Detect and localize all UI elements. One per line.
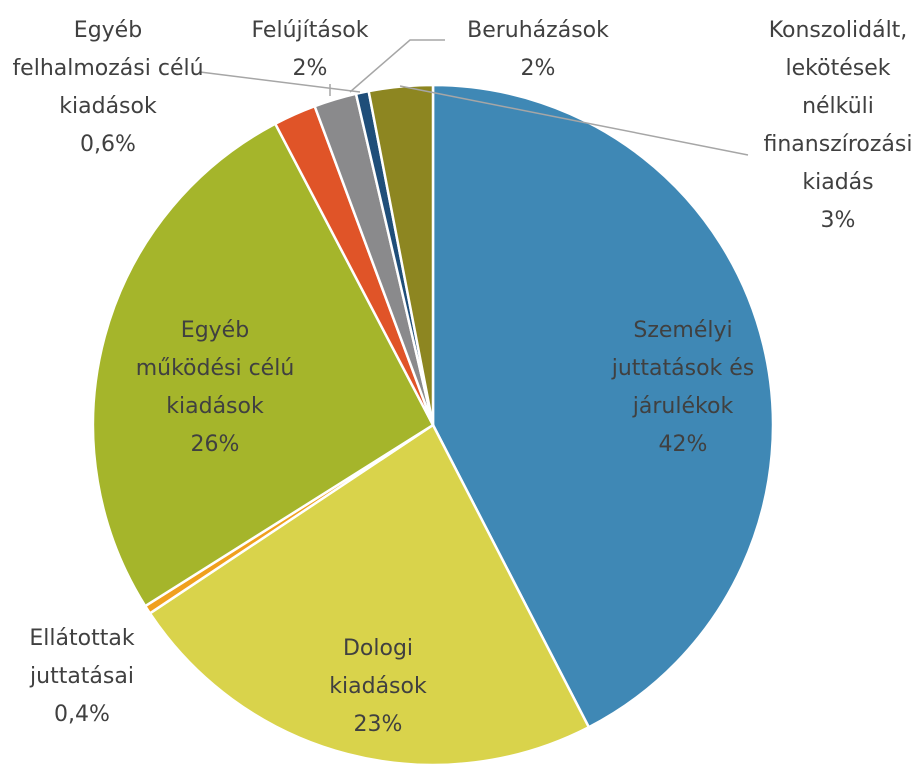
pie-slice bbox=[91, 122, 435, 608]
slice-label: Ellátottak juttatásai 0,4% bbox=[7, 620, 157, 734]
value-label: 2% bbox=[292, 56, 328, 81]
leader-line bbox=[349, 39, 445, 93]
value-label: 42% bbox=[658, 432, 708, 457]
category-label: Egyéb felhalmozási célú kiadások bbox=[12, 18, 204, 119]
category-label: Személyi juttatások és járulékok bbox=[611, 318, 755, 419]
value-label: 0,4% bbox=[54, 702, 110, 727]
slice-label: Dologi kiadások 23% bbox=[303, 630, 453, 744]
value-label: 0,6% bbox=[80, 132, 136, 157]
leader-lines bbox=[199, 39, 749, 156]
leader-line bbox=[399, 85, 749, 156]
slice-label: Személyi juttatások és járulékok 42% bbox=[588, 312, 778, 464]
slice-label: Felújítások 2% bbox=[235, 12, 385, 88]
slice-label: Beruházások 2% bbox=[448, 12, 628, 88]
category-label: Beruházások bbox=[467, 18, 609, 43]
category-label: Felújítások bbox=[251, 18, 369, 43]
category-label: Dologi kiadások bbox=[329, 636, 427, 699]
slice-label: Konszolidált, lekötések nélküli finanszí… bbox=[756, 12, 921, 240]
category-label: Konszolidált, lekötések nélküli finanszí… bbox=[763, 18, 913, 195]
pie-slice bbox=[431, 83, 775, 729]
leader-line bbox=[199, 71, 361, 93]
slice-label: Egyéb működési célú kiadások 26% bbox=[130, 312, 300, 464]
pie-slice bbox=[148, 423, 591, 764]
slice-label: Egyéb felhalmozási célú kiadások 0,6% bbox=[8, 12, 208, 164]
category-label: Egyéb működési célú kiadások bbox=[135, 318, 295, 419]
value-label: 2% bbox=[520, 56, 556, 81]
value-label: 3% bbox=[820, 208, 856, 233]
category-label: Ellátottak juttatásai bbox=[29, 626, 135, 689]
value-label: 26% bbox=[190, 432, 240, 457]
value-label: 23% bbox=[353, 712, 403, 737]
